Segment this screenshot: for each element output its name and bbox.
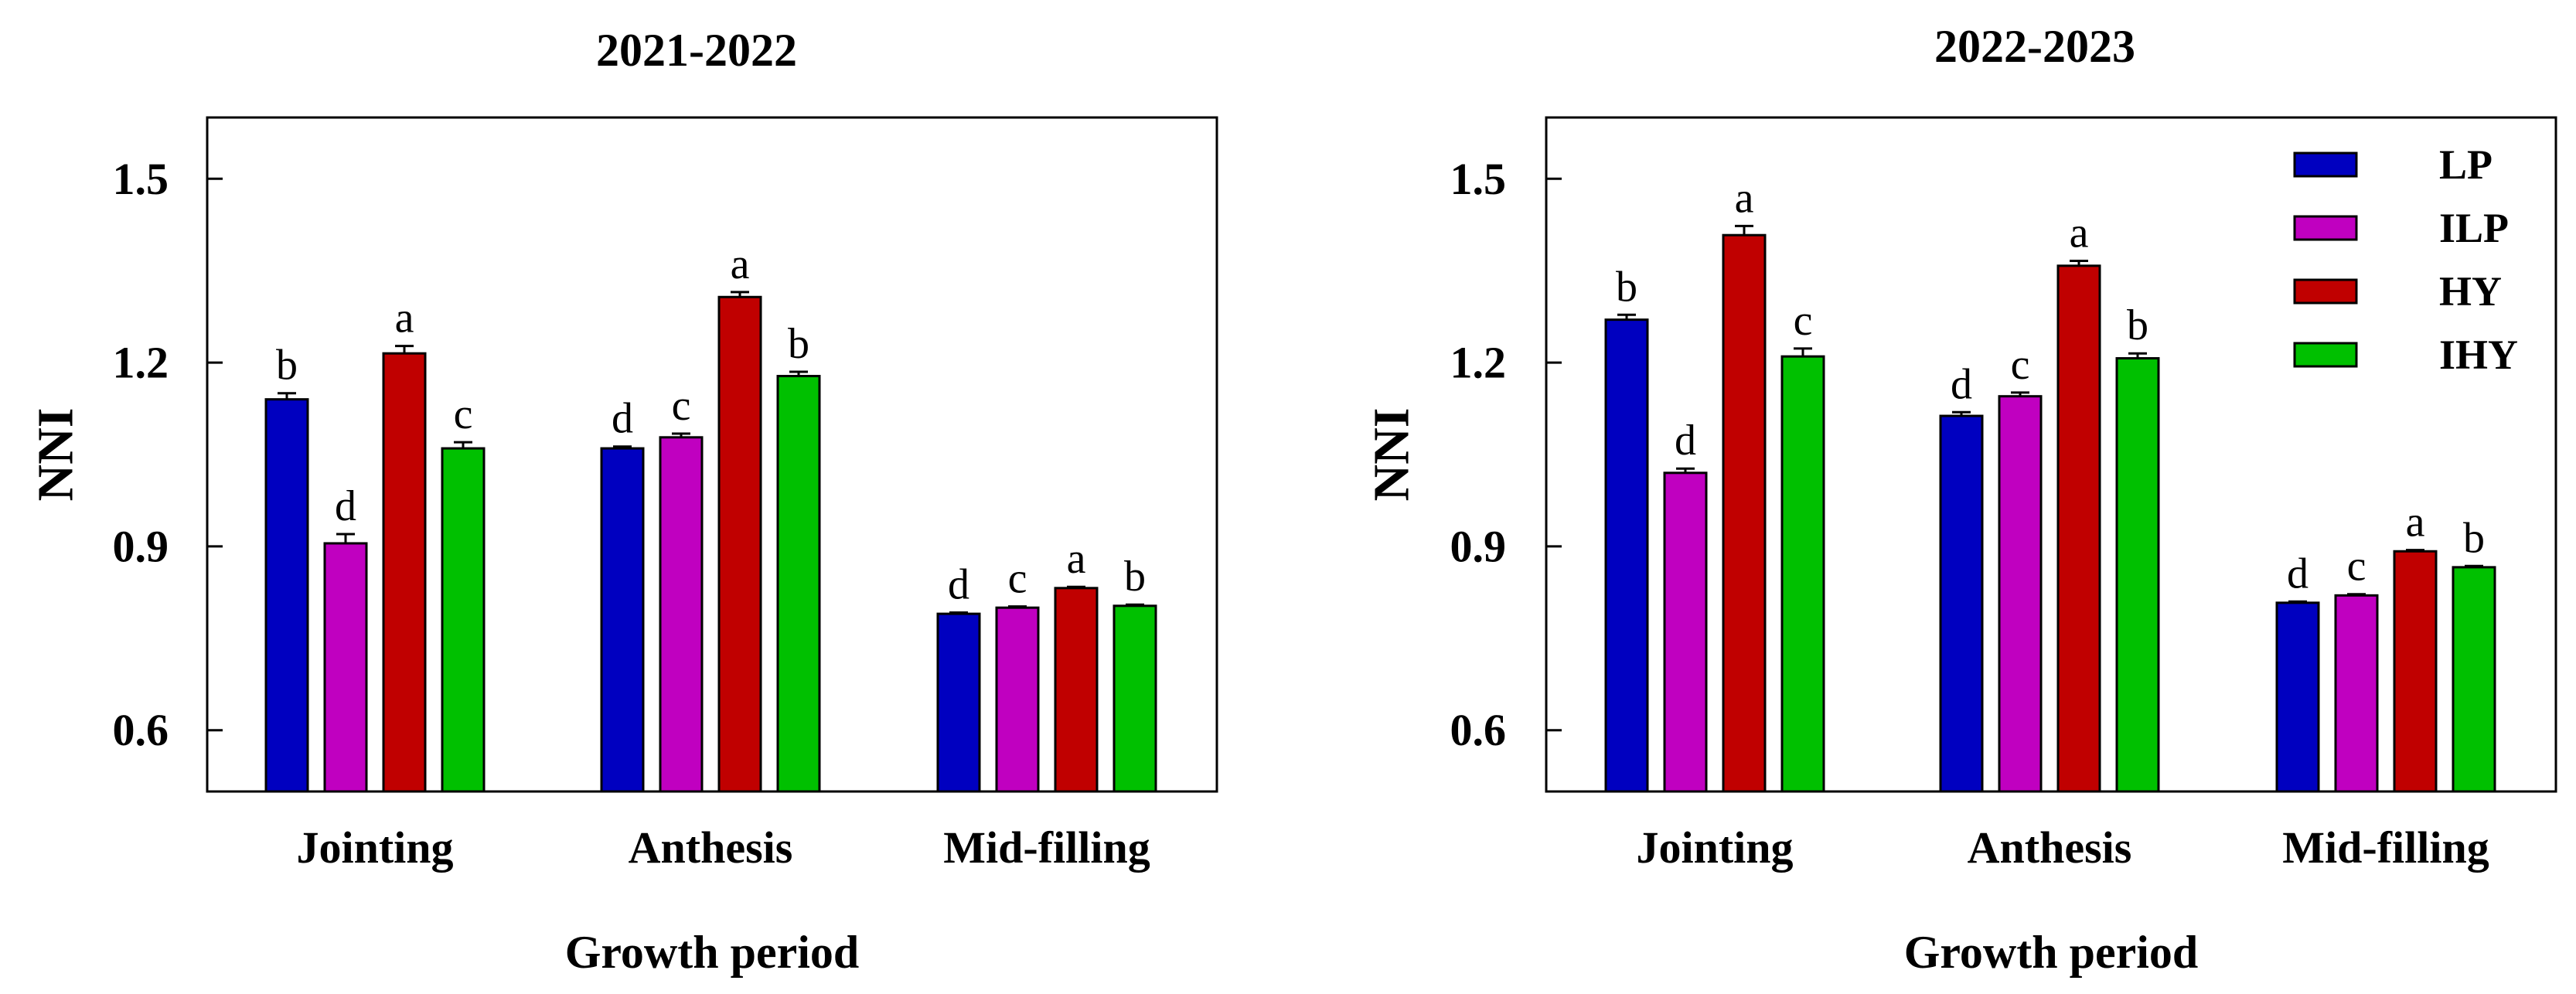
significance-letter: a bbox=[1067, 535, 1086, 583]
significance-letter: c bbox=[454, 390, 473, 438]
legend-label: IHY bbox=[2439, 332, 2518, 378]
significance-letter: d bbox=[335, 482, 356, 530]
significance-letter: c bbox=[2347, 543, 2366, 591]
bar-lp bbox=[264, 398, 309, 793]
significance-letter: d bbox=[1675, 417, 1696, 465]
bar-hy bbox=[2393, 550, 2438, 793]
y-axis-label: NNI bbox=[28, 407, 84, 501]
legend-swatch-ilp bbox=[2293, 215, 2358, 241]
significance-letter: b bbox=[2127, 301, 2148, 349]
x-axis-label: Growth period bbox=[1904, 927, 2199, 978]
bar-lp bbox=[936, 612, 981, 793]
bar-lp bbox=[2275, 601, 2320, 793]
significance-letter: a bbox=[395, 294, 414, 342]
bar-ilp bbox=[1998, 395, 2043, 793]
significance-letter: a bbox=[2070, 209, 2089, 257]
x-category-label: Anthesis bbox=[1968, 822, 2132, 873]
y-tick-label: 0.6 bbox=[1450, 705, 1507, 755]
bar-ilp bbox=[995, 606, 1040, 793]
bar-ihy bbox=[1780, 355, 1825, 793]
y-tick-label: 0.9 bbox=[113, 521, 169, 571]
bar-hy bbox=[1722, 233, 1767, 793]
bar-lp bbox=[600, 447, 645, 793]
legend-swatch-hy bbox=[2293, 278, 2358, 305]
significance-letter: c bbox=[1008, 555, 1027, 603]
bar-lp bbox=[1604, 318, 1649, 793]
bar-ilp bbox=[1663, 471, 1708, 793]
significance-letter: d bbox=[2287, 550, 2309, 597]
significance-letter: c bbox=[672, 382, 691, 430]
bar-hy bbox=[1054, 587, 1099, 793]
y-tick-label: 1.2 bbox=[1450, 338, 1507, 388]
plot-frame bbox=[1545, 116, 2557, 793]
bar-ilp bbox=[2334, 594, 2379, 793]
y-tick-label: 1.5 bbox=[1450, 154, 1507, 204]
chart-title: 2021-2022 bbox=[596, 25, 797, 76]
significance-letter: d bbox=[1951, 360, 1972, 408]
bar-ihy bbox=[2115, 357, 2160, 793]
bar-ihy bbox=[2452, 566, 2496, 793]
legend-swatch-lp bbox=[2293, 151, 2358, 178]
y-tick-label: 1.2 bbox=[113, 338, 169, 388]
y-axis-label: NNI bbox=[1364, 407, 1420, 501]
significance-letter: d bbox=[948, 561, 969, 609]
bar-hy bbox=[717, 295, 762, 793]
legend-label: LP bbox=[2439, 141, 2493, 188]
y-tick-label: 0.6 bbox=[113, 705, 169, 755]
x-category-label: Jointing bbox=[1636, 822, 1793, 873]
y-tick-label: 1.5 bbox=[113, 154, 169, 204]
significance-letter: d bbox=[612, 395, 633, 443]
significance-letter: a bbox=[731, 240, 750, 288]
x-axis-label: Growth period bbox=[565, 927, 860, 978]
legend-label: HY bbox=[2439, 268, 2502, 315]
x-category-label: Mid-filling bbox=[943, 822, 1150, 873]
significance-letter: a bbox=[2406, 499, 2425, 546]
legend-swatch-ihy bbox=[2293, 342, 2358, 368]
x-category-label: Mid-filling bbox=[2282, 822, 2489, 873]
bar-lp bbox=[1939, 414, 1984, 793]
significance-letter: b bbox=[1616, 263, 1637, 311]
significance-letter: b bbox=[1124, 553, 1146, 601]
significance-letter: a bbox=[1735, 174, 1754, 222]
bar-ihy bbox=[441, 447, 486, 793]
bar-ihy bbox=[1113, 604, 1157, 793]
bar-ihy bbox=[776, 375, 821, 793]
significance-letter: b bbox=[788, 320, 809, 368]
significance-letter: b bbox=[276, 342, 298, 390]
significance-letter: c bbox=[2011, 341, 2030, 389]
chart-title: 2022-2023 bbox=[1934, 21, 2135, 72]
bar-hy bbox=[2056, 264, 2101, 793]
y-tick-label: 0.9 bbox=[1450, 521, 1507, 571]
x-category-label: Anthesis bbox=[629, 822, 793, 873]
legend-label: ILP bbox=[2439, 205, 2509, 251]
x-category-label: Jointing bbox=[296, 822, 453, 873]
bar-ilp bbox=[659, 436, 704, 793]
bar-ilp bbox=[323, 542, 368, 793]
plot-frame bbox=[206, 116, 1218, 793]
significance-letter: c bbox=[1794, 297, 1813, 345]
bar-hy bbox=[382, 352, 427, 793]
significance-letter: b bbox=[2463, 514, 2485, 562]
